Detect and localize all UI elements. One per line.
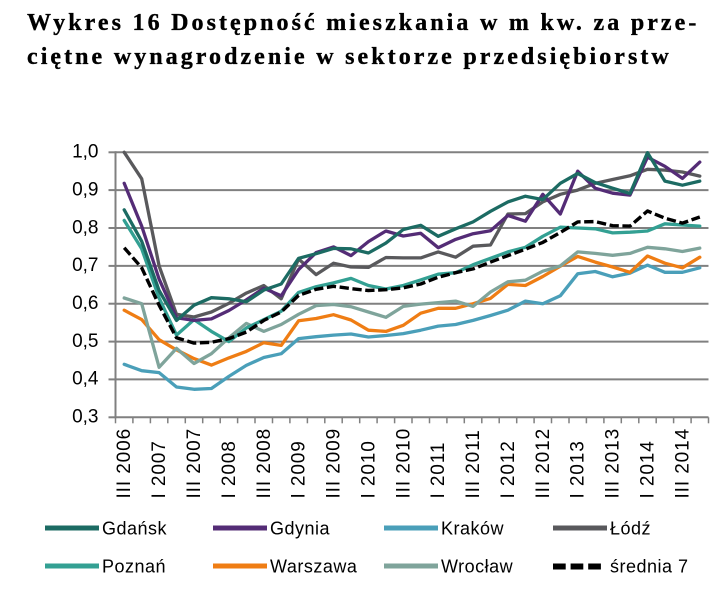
svg-text:średnia 7: średnia 7 — [610, 556, 689, 576]
svg-text:Kraków: Kraków — [441, 518, 505, 538]
svg-text:Poznań: Poznań — [102, 556, 166, 576]
svg-text:III 2012: III 2012 — [533, 428, 554, 499]
svg-text:Warszawa: Warszawa — [270, 556, 358, 576]
svg-text:Łódź: Łódź — [610, 518, 651, 538]
svg-text:Gdańsk: Gdańsk — [102, 518, 168, 538]
svg-text:I 2009: I 2009 — [289, 440, 310, 498]
svg-text:I 2013: I 2013 — [568, 440, 589, 498]
svg-text:0,8: 0,8 — [72, 217, 98, 238]
svg-text:III 2009: III 2009 — [324, 428, 345, 499]
svg-text:III 2008: III 2008 — [254, 428, 275, 499]
svg-text:0,9: 0,9 — [72, 179, 98, 200]
svg-text:III 2011: III 2011 — [463, 429, 484, 498]
svg-text:I 2014: I 2014 — [638, 440, 659, 498]
svg-text:0,5: 0,5 — [72, 331, 98, 352]
svg-text:I 2012: I 2012 — [498, 440, 519, 498]
svg-text:0,4: 0,4 — [72, 369, 99, 390]
svg-text:III 2013: III 2013 — [603, 428, 624, 499]
svg-text:1,0: 1,0 — [72, 142, 98, 163]
svg-text:III 2006: III 2006 — [114, 428, 135, 499]
svg-text:Gdynia: Gdynia — [270, 518, 331, 538]
svg-text:I 2007: I 2007 — [149, 440, 170, 498]
svg-text:I 2010: I 2010 — [358, 440, 379, 498]
svg-text:0,7: 0,7 — [72, 255, 98, 276]
svg-text:0,3: 0,3 — [72, 407, 98, 428]
svg-text:III 2010: III 2010 — [393, 428, 414, 499]
svg-text:I 2011: I 2011 — [428, 442, 449, 499]
svg-text:I 2008: I 2008 — [219, 440, 240, 498]
svg-text:Wrocław: Wrocław — [441, 556, 514, 576]
svg-text:III 2007: III 2007 — [184, 428, 205, 499]
svg-text:III 2014: III 2014 — [672, 428, 693, 499]
svg-text:0,6: 0,6 — [72, 293, 98, 314]
